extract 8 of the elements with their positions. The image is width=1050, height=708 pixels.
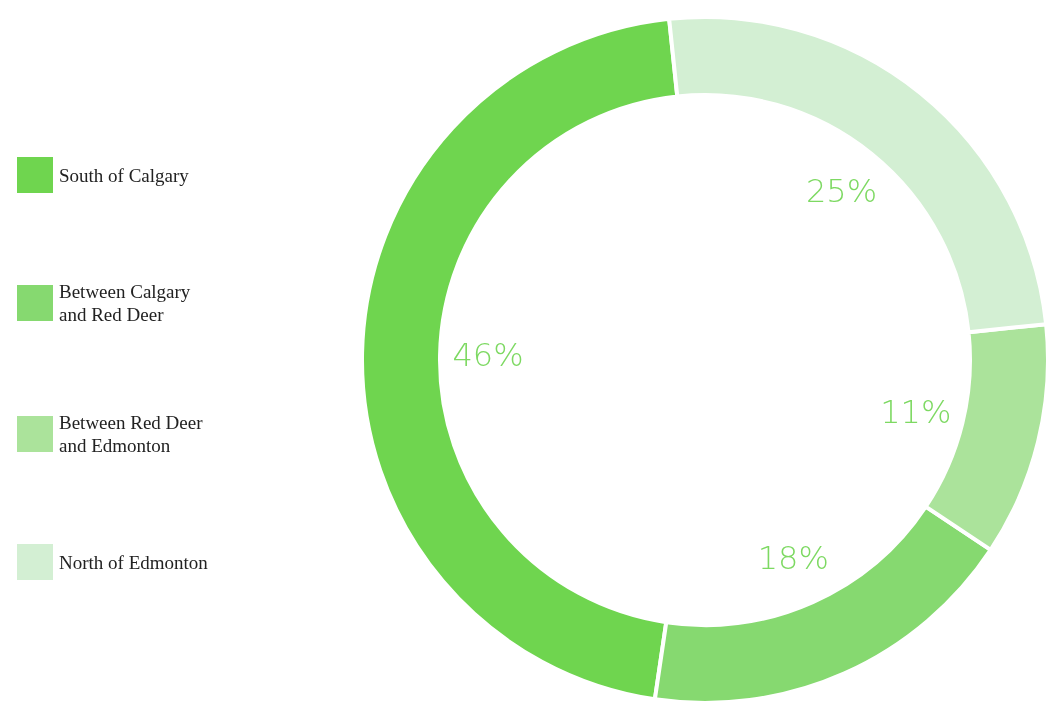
legend-label: Between Red Deer and Edmonton [59, 412, 208, 456]
data-label: 46% [452, 336, 524, 375]
data-label: 25% [806, 172, 878, 211]
legend-label: Between Calgary and Red Deer [59, 281, 196, 325]
data-label: 11% [880, 392, 952, 431]
legend-label: South of Calgary [59, 164, 190, 186]
legend-label: North of Edmonton [59, 551, 209, 573]
data-label: 18% [757, 539, 829, 578]
